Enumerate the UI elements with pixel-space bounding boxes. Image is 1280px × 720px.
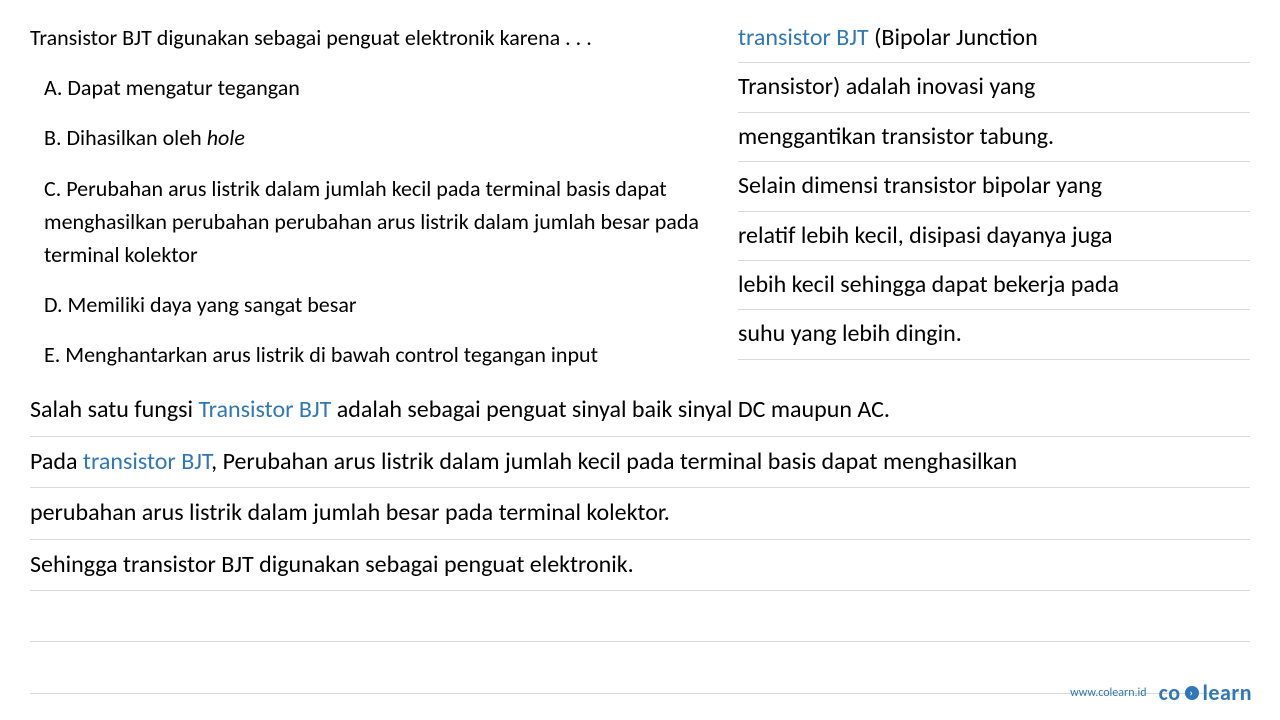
bottom-l2-pre: Pada [30,447,83,476]
bottom-l1-pre: Salah satu fungsi [30,395,198,424]
option-d: D. Memiliki daya yang sangat besar [30,289,710,321]
option-b-italic: hole [207,124,245,151]
footer-site-url: www.colearn.id [1070,686,1146,700]
right-link-1: transistor BJT [738,23,869,52]
chevron-right-icon: › [1185,686,1199,700]
option-c-text: C. Perubahan arus listrik dalam jumlah k… [30,172,710,271]
right-line-6: lebih kecil sehingga dapat bekerja pada [738,261,1250,310]
bottom-l1-post: adalah sebagai penguat sinyal baik sinya… [331,395,890,424]
explanation-right: transistor BJT (Bipolar Junction Transis… [738,22,1250,388]
right-line-4: Selain dimensi transistor bipolar yang [738,162,1250,211]
bottom-lined-block: Salah satu fungsi Transistor BJT adalah … [30,394,1250,693]
bottom-line-5 [30,591,1250,642]
option-b: B. Dihasilkan oleh hole [30,122,710,154]
right-rest-1: (Bipolar Junction [869,23,1038,52]
bottom-line-4: Sehingga transistor BJT digunakan sebaga… [30,540,1250,591]
right-line-5: relatif lebih kecil, disipasi dayanya ju… [738,212,1250,261]
bottom-l2-post: , Perubahan arus listrik dalam jumlah ke… [211,447,1017,476]
brand-right: learn [1203,679,1252,706]
bottom-line-2: Pada transistor BJT, Perubahan arus list… [30,437,1250,488]
option-e: E. Menghantarkan arus listrik di bawah c… [30,339,710,371]
right-line-7: suhu yang lebih dingin. [738,310,1250,359]
question-stem: Transistor BJT digunakan sebagai penguat… [30,22,710,54]
brand-left: co [1159,679,1181,706]
bottom-line-3: perubahan arus listrik dalam jumlah besa… [30,488,1250,539]
option-b-pre: B. Dihasilkan oleh [44,124,207,151]
bottom-line-1: Salah satu fungsi Transistor BJT adalah … [30,394,1250,436]
right-line-3: menggantikan transistor tabung. [738,113,1250,162]
bottom-l1-link: Transistor BJT [198,395,331,424]
brand-logo: co › learn [1159,679,1252,706]
explanation-bottom: Salah satu fungsi Transistor BJT adalah … [30,394,1250,693]
bottom-line-6 [30,642,1250,693]
right-lined-block: transistor BJT (Bipolar Junction Transis… [738,22,1250,360]
option-a: A. Dapat mengatur tegangan [30,72,710,104]
bottom-l2-link: transistor BJT [83,447,211,476]
option-c: C. Perubahan arus listrik dalam jumlah k… [30,172,710,271]
footer: www.colearn.id co › learn [1070,679,1252,706]
page: Transistor BJT digunakan sebagai penguat… [0,0,1280,694]
question-column: Transistor BJT digunakan sebagai penguat… [30,22,710,388]
top-section: Transistor BJT digunakan sebagai penguat… [30,22,1250,388]
right-line-1: transistor BJT (Bipolar Junction [738,22,1250,63]
right-line-2: Transistor) adalah inovasi yang [738,63,1250,112]
